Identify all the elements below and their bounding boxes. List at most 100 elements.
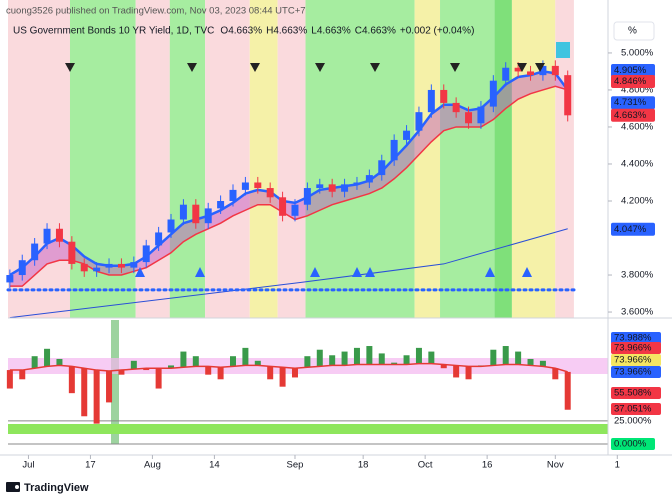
value-label: 73.966%	[614, 367, 652, 378]
histogram-bar	[230, 356, 236, 367]
zone	[8, 0, 70, 318]
x-tick-label: 1	[615, 460, 620, 471]
buy-signal	[195, 267, 205, 277]
brand: TradingView	[24, 482, 89, 494]
y-tick-label: 4.600%	[621, 121, 654, 132]
level-label-box	[611, 437, 655, 450]
candle-body	[93, 267, 101, 272]
value-label: 73.966%	[614, 343, 652, 354]
histogram-bar	[68, 366, 75, 394]
histogram-bar	[329, 355, 336, 366]
zone	[169, 0, 206, 318]
ohlc-value: 4.663%	[273, 26, 307, 37]
candle-body	[502, 67, 510, 81]
candle-body	[427, 89, 435, 113]
histogram-bar	[465, 366, 472, 380]
candle-body	[440, 89, 448, 103]
candle-body	[365, 175, 373, 183]
candle-body	[192, 204, 200, 224]
publisher: cuong3526 published on TradingView.com, …	[6, 6, 306, 17]
histogram-bar	[490, 349, 497, 366]
candle-body	[551, 65, 559, 76]
histogram-bar	[415, 347, 422, 364]
candle-body	[105, 263, 113, 268]
oscillator-line	[9, 362, 568, 373]
value-label-box	[611, 332, 661, 344]
candle-body	[130, 262, 138, 268]
histogram-bar	[180, 351, 187, 368]
candle-body	[489, 80, 497, 107]
zone	[414, 0, 441, 318]
buy-signal	[310, 267, 320, 277]
histogram-bar	[279, 367, 286, 387]
candle-body	[514, 67, 522, 72]
candle-body	[477, 106, 485, 124]
zone	[277, 0, 306, 318]
ohlc-value: 4.663%	[362, 26, 396, 37]
price-label: 4.047%	[614, 224, 647, 235]
price-label: 4.905%	[614, 65, 647, 76]
x-tick-label: Sep	[287, 460, 304, 471]
x-tick-label: Oct	[418, 460, 433, 471]
symbol: US Government Bonds 10 YR Yield, 1D, TVC	[13, 26, 214, 37]
histogram-bar	[81, 368, 88, 417]
x-tick-label: Jul	[22, 460, 34, 471]
level-label: 0.000%	[614, 439, 647, 450]
histogram-bar	[366, 346, 373, 365]
y-tick-label: 4.800%	[621, 84, 654, 95]
price-label-box	[611, 222, 655, 236]
fast-line	[9, 70, 569, 277]
candle-body	[6, 275, 14, 283]
scale-button-label[interactable]: %	[628, 26, 637, 37]
histogram-bar	[31, 356, 38, 369]
logo	[6, 482, 20, 492]
ohlc-key: H	[266, 26, 273, 37]
value-label-box	[611, 366, 661, 378]
zone	[494, 0, 512, 318]
sell-signal	[535, 63, 545, 72]
candle-body	[527, 71, 535, 76]
candle-body	[564, 75, 572, 116]
value-label-box	[611, 387, 661, 399]
sell-signal	[65, 63, 75, 72]
y-tick-label: 3.800%	[621, 270, 654, 281]
candle-body	[241, 182, 249, 190]
histogram-bar	[19, 370, 26, 380]
y-tick-label: 3.600%	[621, 307, 654, 318]
x-tick-label: Aug	[144, 460, 161, 471]
price-label-box	[611, 96, 655, 110]
candle-body	[80, 263, 88, 272]
candle-body	[279, 197, 287, 216]
zones	[8, 0, 574, 318]
candle-body	[117, 263, 125, 268]
price-label: 4.846%	[614, 76, 647, 87]
sell-signal	[370, 63, 380, 72]
candle-body	[167, 219, 175, 233]
candle-body	[266, 188, 274, 198]
sell-signal	[517, 63, 527, 72]
x-tick-label: 16	[482, 460, 493, 471]
candle-body	[254, 182, 262, 189]
zone	[135, 0, 170, 318]
candle-body	[341, 184, 349, 192]
candle-body	[142, 245, 150, 263]
value-label: 55.508%	[614, 388, 652, 399]
histogram-bar	[44, 348, 51, 367]
value-label-box	[611, 403, 661, 415]
x-tick-label: 18	[358, 460, 369, 471]
buy-signal	[522, 267, 532, 277]
histogram-bar	[378, 353, 385, 365]
plot	[6, 42, 608, 445]
histogram-bar	[453, 365, 460, 378]
histogram-bar	[316, 349, 323, 367]
x-tick-label: 14	[209, 460, 220, 471]
level-label: 25.000%	[614, 415, 652, 426]
scale-button[interactable]	[613, 21, 655, 41]
histogram-bar	[254, 360, 261, 366]
price-label-box	[611, 108, 655, 122]
candle-body	[328, 184, 336, 192]
candle-body	[31, 243, 39, 261]
candle-body	[155, 232, 163, 246]
candle-body	[316, 184, 324, 189]
